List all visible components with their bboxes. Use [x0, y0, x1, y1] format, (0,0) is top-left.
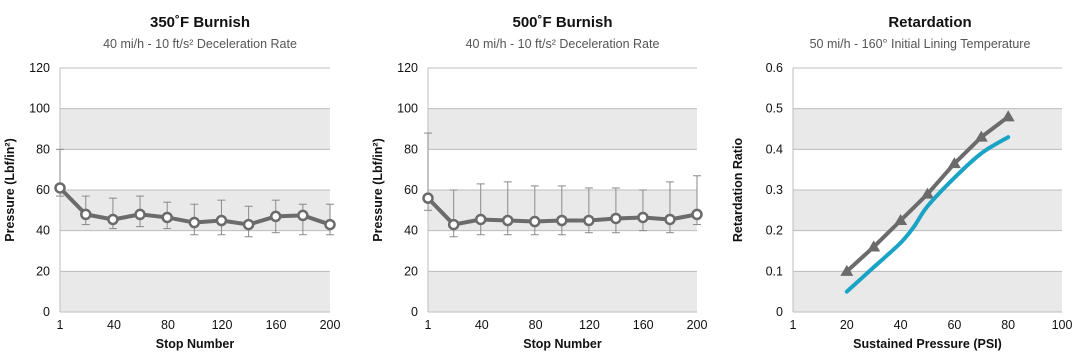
data-point	[921, 187, 934, 199]
data-point	[502, 214, 514, 227]
grid-band	[60, 108, 330, 150]
x-tick-label: 1	[425, 318, 432, 332]
x-tick-label: 120	[212, 318, 233, 332]
x-tick-label: 200	[320, 318, 341, 332]
chart-panel-retardation: Retardation 50 mi/h - 160° Initial Linin…	[720, 0, 1075, 360]
grid-band	[793, 108, 1062, 150]
x-tick-label: 40	[475, 318, 489, 332]
x-tick-label: 1	[790, 318, 797, 332]
x-tick-label: 60	[947, 318, 961, 332]
chart-title: 350˚F Burnish	[149, 14, 251, 31]
x-tick-label: 80	[1001, 318, 1015, 332]
y-tick-label: 0.2	[766, 224, 783, 238]
data-point	[556, 214, 568, 227]
grid-band	[428, 108, 697, 150]
data-point	[107, 213, 119, 226]
y-tick-label: 120	[397, 61, 418, 75]
chart-panel-350: 350˚F Burnish 40 mi/h - 10 ft/s² Deceler…	[0, 0, 350, 360]
y-tick-label: 0	[411, 305, 418, 319]
x-tick-label: 20	[840, 318, 854, 332]
chart-svg: 0 0.1 0.2 0.3 0.4 0.5 0.6 1 20 40 60 80 100 Sustained…	[731, 61, 1073, 351]
y-tick-label: 0.5	[766, 102, 783, 116]
data-point	[215, 214, 228, 227]
chart-subtitle: 50 mi/h - 160° Initial Lining Temperatur…	[809, 37, 1031, 51]
x-tick-label: 160	[633, 318, 654, 332]
x-tick-label: 40	[894, 318, 908, 332]
x-tick-label: 80	[529, 318, 543, 332]
data-point	[324, 218, 336, 231]
x-tick-label: 1	[57, 318, 64, 332]
y-tick-label: 0.6	[766, 61, 783, 75]
series-line	[844, 135, 1011, 294]
data-point	[422, 192, 434, 204]
data-point	[974, 130, 988, 142]
data-point	[447, 218, 460, 231]
data-point	[691, 208, 703, 221]
data-point	[610, 212, 622, 225]
data-point	[188, 216, 201, 229]
data-point	[297, 209, 309, 222]
data-point	[664, 213, 676, 226]
data-point	[947, 157, 961, 169]
data-point	[474, 213, 487, 226]
data-point	[867, 240, 881, 252]
data-point	[242, 218, 255, 231]
y-tick-label: 60	[36, 183, 50, 197]
y-tick-label: 0	[776, 305, 783, 319]
y-tick-label: 100	[29, 102, 50, 116]
x-tick-label: 120	[579, 318, 600, 332]
y-tick-label: 60	[404, 183, 418, 197]
data-point	[54, 182, 66, 194]
y-axis-label: Pressure (Lbf/in²)	[3, 138, 17, 242]
chart-panel-500: 500˚F Burnish 40 mi/h - 10 ft/s² Deceler…	[350, 0, 710, 360]
y-axis-label: Retardation Ratio	[731, 138, 745, 243]
data-point	[269, 210, 282, 223]
grid-band	[793, 271, 1062, 312]
y-tick-label: 0.4	[766, 142, 783, 156]
grid-band	[60, 271, 330, 312]
chart-title: 500˚F Burnish	[512, 14, 613, 31]
chart-subtitle: 40 mi/h - 10 ft/s² Deceleration Rate	[465, 37, 660, 51]
data-point	[583, 214, 595, 227]
y-tick-label: 40	[36, 224, 50, 238]
data-point	[161, 211, 173, 224]
y-tick-label: 80	[404, 142, 418, 156]
data-point	[637, 211, 649, 224]
data-point	[1001, 110, 1015, 122]
data-point	[840, 264, 854, 276]
data-point	[134, 208, 146, 221]
grid-band	[428, 271, 697, 312]
y-tick-label: 100	[397, 102, 418, 116]
x-tick-label: 100	[1052, 318, 1073, 332]
chart-subtitle: 40 mi/h - 10 ft/s² Deceleration Rate	[103, 37, 297, 51]
x-tick-label: 200	[687, 318, 708, 332]
y-tick-label: 0.3	[766, 183, 783, 197]
x-axis-label: Stop Number	[523, 337, 602, 351]
y-tick-label: 0.1	[766, 264, 783, 278]
x-tick-label: 80	[161, 318, 175, 332]
y-tick-label: 40	[404, 224, 418, 238]
x-axis-label: Sustained Pressure (PSI)	[853, 337, 1002, 351]
y-tick-label: 20	[404, 264, 418, 278]
chart-title: Retardation	[888, 14, 972, 31]
x-axis-label: Stop Number	[156, 337, 235, 351]
y-tick-label: 20	[36, 264, 50, 278]
data-point	[529, 215, 541, 228]
y-tick-label: 120	[29, 61, 50, 75]
y-tick-label: 0	[43, 305, 50, 319]
y-axis-label: Pressure (Lbf/in²)	[371, 138, 385, 242]
y-tick-label: 80	[36, 142, 50, 156]
x-tick-label: 160	[266, 318, 287, 332]
data-point	[80, 208, 92, 221]
x-tick-label: 40	[107, 318, 121, 332]
data-point	[894, 214, 908, 226]
